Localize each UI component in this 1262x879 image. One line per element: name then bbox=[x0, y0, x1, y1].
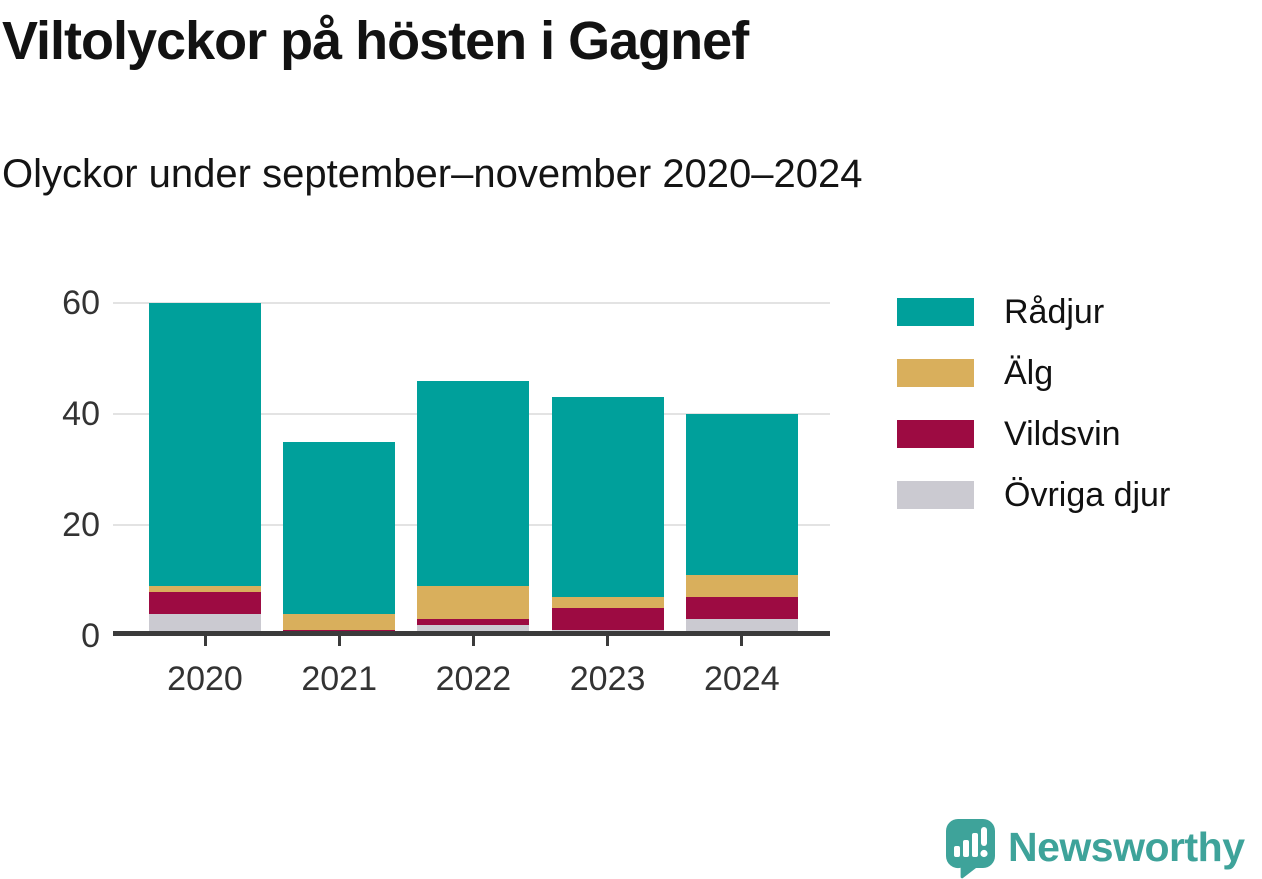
gridline-y-60 bbox=[113, 302, 830, 304]
legend-swatch bbox=[897, 481, 974, 509]
logo-bar-small bbox=[954, 846, 960, 857]
bar-segment-2023-Älg bbox=[551, 597, 664, 609]
bar-segment-2022-Rådjur bbox=[417, 380, 530, 587]
bar-segment-2020-Vildsvin bbox=[149, 591, 261, 614]
bar-segment-2021-Rådjur bbox=[283, 441, 396, 614]
legend-label: Vildsvin bbox=[1004, 414, 1121, 453]
bar-2021 bbox=[283, 441, 396, 636]
x-axis-tick-label: 2020 bbox=[167, 660, 243, 698]
bar-segment-2021-Älg bbox=[283, 613, 396, 631]
legend-item-Älg: Älg bbox=[897, 354, 1053, 392]
legend-swatch bbox=[897, 298, 974, 326]
newsworthy-speech-bubble-chart-icon bbox=[945, 819, 995, 879]
y-axis-tick-label: 40 bbox=[62, 395, 100, 433]
bar-2023 bbox=[551, 397, 664, 636]
legend-swatch bbox=[897, 420, 974, 448]
x-axis-tick bbox=[471, 636, 475, 646]
bar-2024 bbox=[685, 414, 798, 636]
bar-segment-2020-Rådjur bbox=[149, 303, 261, 587]
page-subtitle: Olyckor under september–november 2020–20… bbox=[2, 152, 863, 196]
logo-bar-medium bbox=[963, 840, 969, 857]
legend-label: Övriga djur bbox=[1004, 475, 1171, 514]
x-axis-tick-label: 2021 bbox=[301, 660, 377, 698]
legend-item-Rådjur: Rådjur bbox=[897, 293, 1104, 331]
bar-segment-2023-Vildsvin bbox=[551, 608, 664, 631]
x-axis-tick-label: 2023 bbox=[569, 660, 646, 698]
y-axis-tick-label: 0 bbox=[81, 617, 100, 655]
x-axis-tick bbox=[203, 636, 207, 646]
legend-item-Vildsvin: Vildsvin bbox=[897, 415, 1121, 453]
bar-segment-2022-Övriga djur bbox=[417, 624, 530, 636]
bar-segment-2024-Älg bbox=[685, 574, 798, 598]
logo-exclamation-stem bbox=[981, 827, 987, 846]
brand-name: Newsworthy bbox=[1008, 824, 1245, 870]
bar-2022 bbox=[417, 380, 530, 636]
bar-segment-2022-Älg bbox=[417, 586, 530, 620]
legend-swatch bbox=[897, 359, 974, 387]
x-axis-tick-label: 2022 bbox=[435, 660, 512, 698]
newsworthy-branding: Newsworthy bbox=[945, 818, 1262, 879]
y-axis-tick-label: 20 bbox=[62, 506, 100, 544]
legend-label: Älg bbox=[1004, 353, 1054, 392]
legend-label: Rådjur bbox=[1004, 292, 1105, 331]
x-axis-tick bbox=[606, 636, 610, 646]
bar-segment-2022-Vildsvin bbox=[417, 619, 530, 625]
bar-segment-2023-Rådjur bbox=[551, 397, 664, 598]
speech-bubble-shape bbox=[945, 819, 995, 879]
logo-exclamation-dot bbox=[980, 849, 988, 858]
bar-segment-2020-Älg bbox=[149, 586, 261, 592]
bar-segment-2020-Övriga djur bbox=[149, 613, 261, 636]
bar-segment-2024-Rådjur bbox=[685, 414, 798, 575]
x-axis-tick-label: 2024 bbox=[703, 660, 780, 698]
page-title: Viltolyckor på hösten i Gagnef bbox=[2, 11, 749, 71]
bar-segment-2024-Vildsvin bbox=[685, 597, 798, 620]
x-axis-line bbox=[113, 631, 830, 636]
logo-bar-large bbox=[972, 833, 978, 857]
legend-item-Övriga djur: Övriga djur bbox=[897, 476, 1170, 514]
x-axis-tick bbox=[337, 636, 341, 646]
bar-2020 bbox=[149, 303, 261, 636]
x-axis-tick bbox=[740, 636, 744, 646]
y-axis-tick-label: 60 bbox=[62, 284, 100, 322]
